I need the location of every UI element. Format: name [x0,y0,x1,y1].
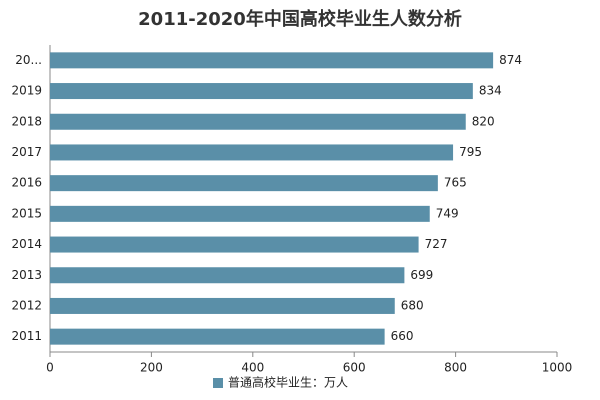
y-tick-label: 2017 [11,145,42,159]
y-tick-label: 2012 [11,298,42,312]
bar [50,175,438,192]
bar [50,328,385,345]
value-label: 660 [391,329,414,343]
x-tick-label: 600 [343,361,366,375]
x-tick-label: 800 [444,361,467,375]
y-tick-label: 2013 [11,268,42,282]
bar [50,297,395,314]
chart-title: 2011-2020年中国高校毕业生人数分析 [138,8,462,30]
value-label: 874 [499,53,522,67]
legend-swatch [213,378,223,388]
y-tick-label: 20... [15,53,42,67]
y-tick-label: 2016 [11,176,42,190]
y-tick-label: 2011 [11,329,42,343]
bar [50,83,473,100]
bar [50,205,430,222]
legend-label: 普通高校毕业生：万人 [228,375,348,390]
y-tick-label: 2015 [11,206,42,220]
x-tick-label: 0 [46,361,54,375]
value-label: 820 [472,114,495,128]
value-label: 727 [425,237,448,251]
bar [50,52,494,69]
value-label: 749 [436,206,459,220]
value-label: 680 [401,298,424,312]
y-tick-label: 2018 [11,114,42,128]
bar [50,113,466,130]
x-tick-label: 1000 [542,361,573,375]
value-label: 699 [410,268,433,282]
x-tick-label: 200 [140,361,163,375]
value-label: 795 [459,145,482,159]
value-label: 765 [444,176,467,190]
x-tick-label: 400 [241,361,264,375]
y-tick-label: 2014 [11,237,42,251]
bar [50,144,454,161]
bar [50,236,419,253]
value-label: 834 [479,84,502,98]
y-tick-label: 2019 [11,84,42,98]
bar [50,267,405,284]
